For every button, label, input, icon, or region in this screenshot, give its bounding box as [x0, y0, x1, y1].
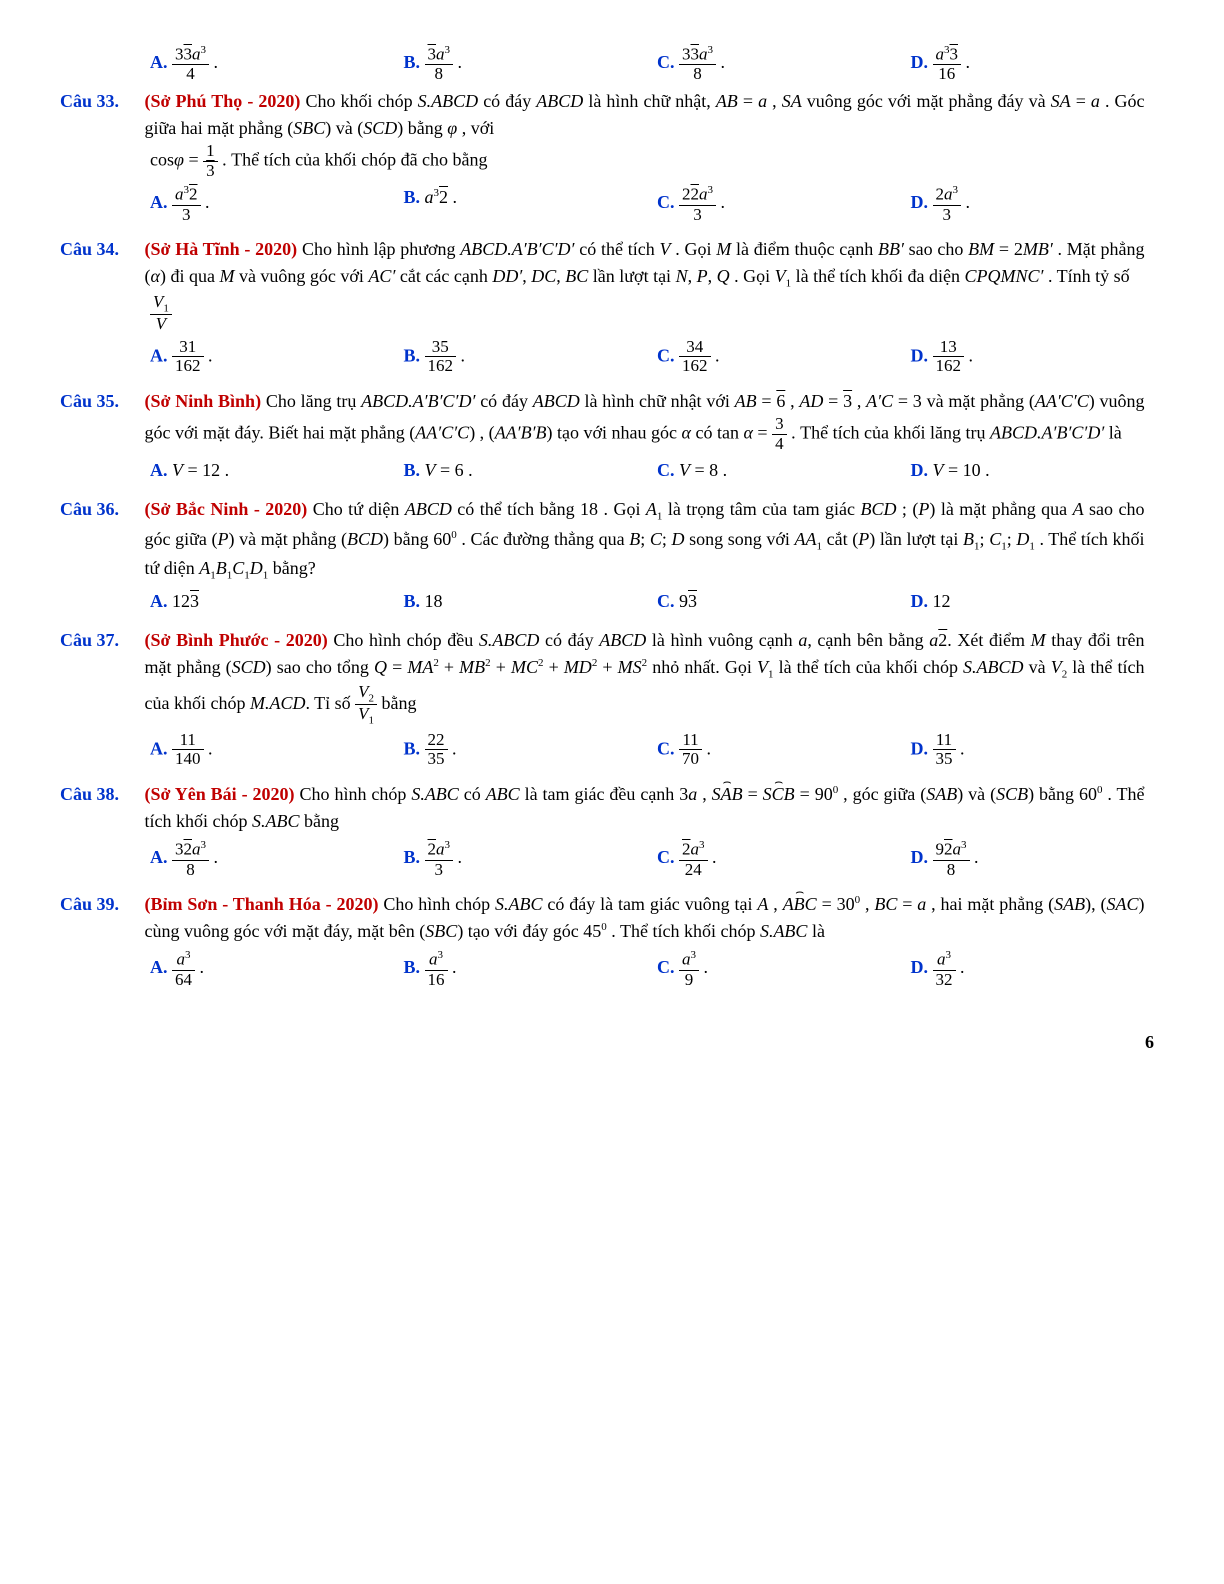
option-b: B. 3a38 . — [404, 44, 658, 84]
q39-body: (Bỉm Sơn - Thanh Hóa - 2020) Cho hình ch… — [145, 891, 1145, 945]
q35-option-c: C. V = 8 . — [657, 457, 911, 484]
q36-source: (Sở Bắc Ninh - 2020) — [145, 499, 308, 519]
q36-number: Câu 36. — [60, 496, 140, 523]
q39-option-d: D. a332 . — [911, 949, 1165, 989]
option-d: D. a3316 . — [911, 44, 1165, 84]
q37-option-a: A. 11140 . — [150, 731, 404, 769]
q37-options: A. 11140 . B. 2235 . C. 1170 . D. 1135 . — [150, 731, 1164, 769]
opt-label-c: C. — [657, 52, 679, 72]
question-36: Câu 36. (Sở Bắc Ninh - 2020) Cho tứ diện… — [60, 496, 1164, 614]
q35-option-a: A. V = 12 . — [150, 457, 404, 484]
q36-option-d: D. 12 — [911, 588, 1165, 615]
q33-number: Câu 33. — [60, 88, 140, 115]
option-c: C. 33a38 . — [657, 44, 911, 84]
q39-number: Câu 39. — [60, 891, 140, 918]
question-37: Câu 37. (Sở Bình Phước - 2020) Cho hình … — [60, 627, 1164, 769]
page-number: 6 — [60, 1029, 1164, 1056]
q34-number: Câu 34. — [60, 236, 140, 263]
q37-option-c: C. 1170 . — [657, 731, 911, 769]
q36-body: (Sở Bắc Ninh - 2020) Cho tứ diện ABCD có… — [145, 496, 1145, 583]
q38-source: (Sở Yên Bái - 2020) — [145, 784, 295, 804]
q38-option-b: B. 2a33 . — [404, 839, 658, 879]
q34-body: (Sở Hà Tĩnh - 2020) Cho hình lập phương … — [145, 236, 1145, 292]
q35-option-b: B. V = 6 . — [404, 457, 658, 484]
q39-options: A. a364 . B. a316 . C. a39 . D. a332 . — [150, 949, 1164, 989]
q35-source: (Sở Ninh Bình) — [145, 391, 262, 411]
q38-option-a: A. 32a38 . — [150, 839, 404, 879]
q35-number: Câu 35. — [60, 388, 140, 415]
q33-option-c: C. 22a33 . — [657, 184, 911, 224]
opt-label-b: B. — [404, 52, 425, 72]
q38-option-c: C. 2a324 . — [657, 839, 911, 879]
q36-option-c: C. 93 — [657, 588, 911, 615]
q39-option-a: A. a364 . — [150, 949, 404, 989]
q37-option-b: B. 2235 . — [404, 731, 658, 769]
option-a: A. 33a34 . — [150, 44, 404, 84]
q37-number: Câu 37. — [60, 627, 140, 654]
q38-number: Câu 38. — [60, 781, 140, 808]
q34-option-b: B. 35162 . — [404, 338, 658, 376]
q36-options: A. 123 B. 18 C. 93 D. 12 — [150, 588, 1164, 615]
q35-body: (Sở Ninh Bình) Cho lăng trụ ABCD.A′B′C′D… — [145, 388, 1145, 453]
q33-body: (Sở Phú Thọ - 2020) Cho khối chóp S.ABCD… — [145, 88, 1145, 142]
q34-options: A. 31162 . B. 35162 . C. 34162 . D. 1316… — [150, 338, 1164, 376]
q38-body: (Sở Yên Bái - 2020) Cho hình chóp S.ABC … — [145, 781, 1145, 835]
q33-option-a: A. a323 . — [150, 184, 404, 224]
q37-option-d: D. 1135 . — [911, 731, 1165, 769]
q35-options: A. V = 12 . B. V = 6 . C. V = 8 . D. V =… — [150, 457, 1164, 484]
question-35: Câu 35. (Sở Ninh Bình) Cho lăng trụ ABCD… — [60, 388, 1164, 484]
question-33: Câu 33. (Sở Phú Thọ - 2020) Cho khối chó… — [60, 88, 1164, 224]
q39-source: (Bỉm Sơn - Thanh Hóa - 2020) — [145, 894, 379, 914]
q34-option-a: A. 31162 . — [150, 338, 404, 376]
q33-option-d: D. 2a33 . — [911, 184, 1165, 224]
q33-option-b: B. a32 . — [404, 184, 658, 224]
q34-source: (Sở Hà Tĩnh - 2020) — [145, 239, 298, 259]
q36-option-b: B. 18 — [404, 588, 658, 615]
question-34: Câu 34. (Sở Hà Tĩnh - 2020) Cho hình lập… — [60, 236, 1164, 376]
q34-option-c: C. 34162 . — [657, 338, 911, 376]
opt-label-d: D. — [911, 52, 933, 72]
q37-body: (Sở Bình Phước - 2020) Cho hình chóp đều… — [145, 627, 1145, 727]
q35-option-d: D. V = 10 . — [911, 457, 1165, 484]
q34-option-d: D. 13162 . — [911, 338, 1165, 376]
q39-option-b: B. a316 . — [404, 949, 658, 989]
q37-source: (Sở Bình Phước - 2020) — [145, 630, 328, 650]
opt-label-a: A. — [150, 52, 172, 72]
q33-line3: cosφ = 13 . Thể tích của khối chóp đã ch… — [150, 142, 1150, 180]
question-39: Câu 39. (Bỉm Sơn - Thanh Hóa - 2020) Cho… — [60, 891, 1164, 989]
q38-option-d: D. 92a38 . — [911, 839, 1165, 879]
q39-option-c: C. a39 . — [657, 949, 911, 989]
q33-options: A. a323 . B. a32 . C. 22a33 . D. 2a33 . — [150, 184, 1164, 224]
q36-option-a: A. 123 — [150, 588, 404, 615]
q33-source: (Sở Phú Thọ - 2020) — [145, 91, 301, 111]
question-38: Câu 38. (Sở Yên Bái - 2020) Cho hình chó… — [60, 781, 1164, 879]
prev-options: A. 33a34 . B. 3a38 . C. 33a38 . D. a3316… — [150, 44, 1164, 84]
q34-ratio: V1V — [150, 293, 1150, 334]
q38-options: A. 32a38 . B. 2a33 . C. 2a324 . D. 92a38… — [150, 839, 1164, 879]
